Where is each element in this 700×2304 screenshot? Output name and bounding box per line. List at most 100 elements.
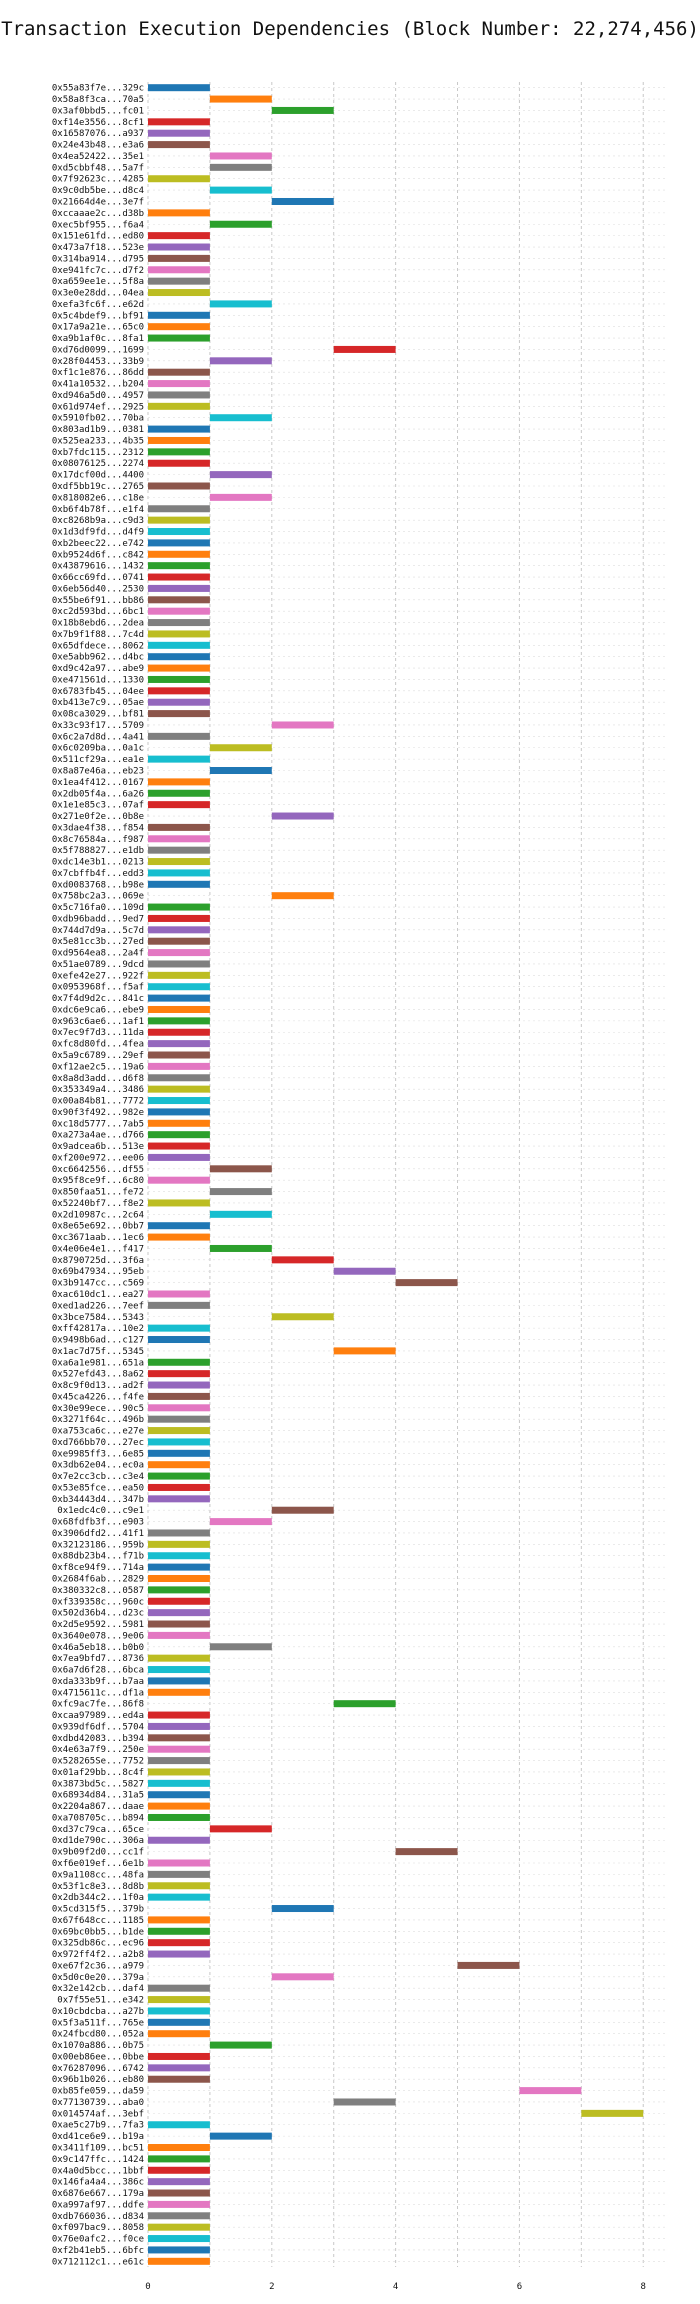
x-tick-label: 4 [393,2282,398,2292]
bar [148,368,210,376]
row-label: 0xd0083768...b98e [52,880,144,890]
row-label: 0x1e1e85c3...07af [52,801,144,811]
bar [519,2087,582,2095]
row-label: 0xff42817a...10e2 [52,1324,144,1334]
row-label: 0x380332c8...0587 [52,1586,144,1596]
row-label: 0x68934d84...31a5 [52,1791,144,1801]
bar [148,1449,210,1457]
bar [148,1142,210,1150]
bar [148,1757,210,1765]
bar [148,2189,210,2197]
bar [148,562,210,570]
row-label: 0xd766bb70...27ec [52,1438,144,1448]
row-label: 0x7f4d9d2c...841c [52,994,144,1004]
row-label: 0xdc14e3b1...0213 [52,858,144,868]
row-label: 0x8c9f0d13...ad2f [52,1381,144,1391]
bar [148,2246,210,2254]
bar [148,1779,210,1787]
row-label: 0x5e81cc3b...27ed [52,937,144,947]
bar [271,721,334,729]
row-label: 0x16587076...a937 [52,129,144,139]
row-label: 0x7ea9bfd7...8736 [52,1654,144,1664]
row-label: 0xf097bac9...8058 [52,2223,144,2233]
bar [148,2052,210,2060]
x-tick-label: 6 [517,2282,522,2292]
row-label: 0x2db05f4a...6a26 [52,789,144,799]
row-label: 0xf200e972...ee06 [52,1153,144,1163]
bar [148,1734,210,1742]
row-label: 0xf1c1e876...86dd [52,368,144,378]
bar [148,1085,210,1093]
row-label: 0x2204a867...daae [52,1802,144,1812]
bar [148,2257,210,2265]
bar [148,1996,210,2004]
bar [148,1438,210,1446]
row-label: 0x5c716fa0...109d [52,903,144,913]
bar [148,641,210,649]
row-label: 0x6eb56d40...2530 [52,584,144,594]
row-label: 0xd9c42a97...abe9 [52,664,144,674]
bar [148,1791,210,1799]
bar [148,584,210,592]
row-label: 0x55be6f91...bb86 [52,596,144,606]
bar [148,1631,210,1639]
row-label: 0x9b09f2d0...cc1f [52,1848,144,1858]
row-label: 0x61d974ef...2925 [52,402,144,412]
bar [148,141,210,149]
bar [148,1563,210,1571]
bar [148,1028,210,1036]
bar [209,2041,272,2049]
bar [209,1518,272,1526]
bar [148,323,210,331]
row-label: 0x3db62e04...ec0a [52,1461,144,1471]
bar [148,903,210,911]
row-label: 0x803ad1b9...0381 [52,425,144,435]
row-label: 0x314ba914...d795 [52,254,144,264]
bar [148,539,210,547]
row-label: 0xa9b1af0c...8fa1 [52,334,144,344]
bar [148,1017,210,1025]
bar [148,2075,210,2083]
row-label: 0x5cd315f5...379b [52,1905,144,1915]
row-label: 0x4e06e4e1...f417 [52,1244,144,1254]
bar [148,459,210,467]
row-label: 0x08ca3029...bf81 [52,710,144,720]
row-label: 0xe67f2c36...a979 [52,1961,144,1971]
bar [148,789,210,797]
bar [148,448,210,456]
row-label: 0x939df6df...5704 [52,1722,144,1732]
row-label: 0xcaa97989...ed4a [52,1711,144,1721]
row-label: 0x1ea4f412...0167 [52,778,144,788]
row-label: 0x8a8d3add...d6f8 [52,1074,144,1084]
row-label: 0x00a84b81...7772 [52,1097,144,1107]
bar [148,2178,210,2186]
row-label: 0x6783fb45...04ee [52,687,144,697]
bar [148,2200,210,2208]
row-label: 0x271e0f2e...0b8e [52,812,144,822]
bar [148,1381,210,1389]
row-label: 0xf2b41eb5...6bfc [52,2246,144,2256]
row-label: 0x52240bf7...f8e2 [52,1199,144,1209]
row-label: 0xec5bf955...f6a4 [52,220,144,230]
row-label: 0xccaaae2c...d38b [52,209,144,219]
bar [148,1540,210,1548]
bar [148,436,210,444]
bar [271,1256,334,1264]
bar [271,106,334,114]
row-label: 0x65dfdece...8062 [52,641,144,651]
bar [148,994,210,1002]
row-label: 0x53e85fce...ea50 [52,1483,144,1493]
row-label: 0x1d3df9fd...d4f9 [52,528,144,538]
bar [148,675,210,683]
bar [148,391,210,399]
row-label: 0xa753ca6c...e27e [52,1427,144,1437]
bar [148,2064,210,2072]
row-label: 0x76287096...6742 [52,2064,144,2074]
row-label: 0x46a5eb18...b0b0 [52,1643,144,1653]
row-label: 0xe471561d...1330 [52,675,144,685]
row-label: 0xe5abb962...d4bc [52,653,144,663]
row-label: 0x3271f64c...496b [52,1415,144,1425]
row-label: 0x30e99ece...90c5 [52,1404,144,1414]
row-label: 0x353349a4...3486 [52,1085,144,1095]
